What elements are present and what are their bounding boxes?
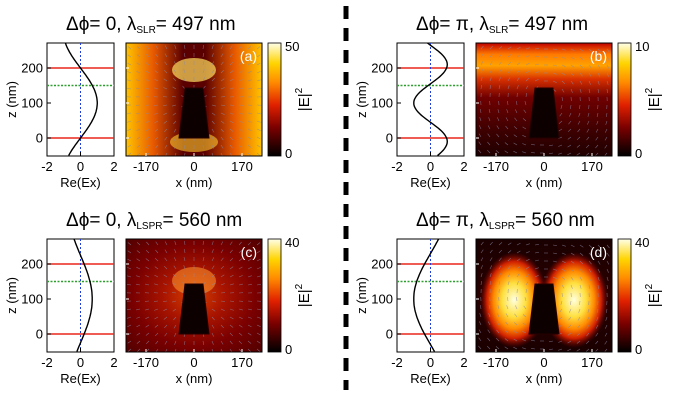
profile-curve [73, 239, 93, 352]
nanoparticle [178, 87, 210, 139]
z-tick-label: 0 [36, 131, 43, 146]
map-tick-label: 170 [581, 159, 603, 174]
map-tick-label: -170 [133, 355, 159, 370]
z-axis-label: z (nm) [4, 277, 19, 314]
z-tick-label: 200 [21, 61, 43, 76]
profile-tick-label: 0 [427, 355, 434, 370]
map-x-label: x (nm) [176, 175, 213, 190]
map-tick-label: 170 [231, 159, 253, 174]
z-tick-label: 200 [371, 61, 393, 76]
map-tick-label: 0 [190, 355, 197, 370]
profile-x-label: Re(Ex) [60, 371, 100, 386]
profile-curve [413, 239, 440, 352]
z-tick-label: 200 [21, 257, 43, 272]
profile-tick-label: -2 [391, 355, 403, 370]
panel-d: Δϕ= π, λLSPR= 560 nm 200 100 0 z (nm) -2 0 2 Re(… [354, 210, 663, 386]
z-axis-label: z (nm) [354, 81, 369, 118]
profile-tick-label: 2 [110, 355, 117, 370]
profile-x-label: Re(Ex) [410, 371, 450, 386]
z-axis-label: z (nm) [4, 81, 19, 118]
panel-letter: (c) [241, 244, 257, 260]
profile-tick-label: -2 [41, 159, 53, 174]
profile-x-label: Re(Ex) [60, 175, 100, 190]
profile-tick-label: 2 [460, 159, 467, 174]
panel-title: Δϕ= 0, λSLR= 497 nm [66, 14, 236, 36]
nanoparticle [528, 87, 560, 139]
field-map [126, 43, 262, 156]
z-tick-label: 200 [371, 257, 393, 272]
profile-tick-label: -2 [391, 159, 403, 174]
panel-letter: (a) [240, 48, 257, 64]
colorbar-max: 40 [285, 235, 299, 250]
map-tick-label: -170 [483, 355, 509, 370]
z-tick-label: 0 [386, 327, 393, 342]
colorbar [617, 42, 632, 157]
colorbar [267, 42, 282, 157]
colorbar [617, 238, 632, 353]
profile-x-label: Re(Ex) [410, 175, 450, 190]
z-tick-label: 0 [386, 131, 393, 146]
colorbar-min: 0 [285, 342, 292, 357]
colorbar-max: 10 [635, 39, 649, 54]
panel-a: Δϕ= 0, λSLR= 497 nm 200 100 0 z (nm) -2 0 2 Re(E… [4, 14, 313, 190]
map-tick-label: -170 [133, 159, 159, 174]
map-tick-label: 0 [540, 355, 547, 370]
profile-tick-label: 0 [427, 159, 434, 174]
field-map [476, 239, 612, 352]
panel-title: Δϕ= π, λSLR= 497 nm [416, 14, 588, 36]
colorbar-max: 50 [285, 39, 299, 54]
colorbar-min: 0 [635, 342, 642, 357]
panel-c: Δϕ= 0, λLSPR= 560 nm 200 100 0 z (nm) -2 0 2 Re(… [4, 210, 313, 386]
profile-tick-label: 2 [110, 159, 117, 174]
profile-tick-label: 2 [460, 355, 467, 370]
panel-title: Δϕ= 0, λLSPR= 560 nm [66, 210, 242, 232]
colorbar-label: |E|2 [294, 87, 313, 111]
z-axis-label: z (nm) [354, 277, 369, 314]
map-x-label: x (nm) [526, 175, 563, 190]
colorbar [267, 238, 282, 353]
field-map [476, 43, 612, 156]
map-tick-label: -170 [483, 159, 509, 174]
colorbar-label: |E|2 [644, 87, 663, 111]
z-tick-label: 100 [371, 292, 393, 307]
profile-tick-label: -2 [41, 355, 53, 370]
z-tick-label: 100 [371, 96, 393, 111]
profile-tick-label: 0 [77, 355, 84, 370]
z-tick-label: 100 [21, 292, 43, 307]
colorbar-max: 40 [635, 235, 649, 250]
map-x-label: x (nm) [176, 371, 213, 386]
nanoparticle [528, 283, 560, 335]
map-tick-label: 0 [190, 159, 197, 174]
panel-letter: (b) [590, 48, 607, 64]
map-tick-label: 170 [231, 355, 253, 370]
colorbar-label: |E|2 [644, 283, 663, 307]
panel-letter: (d) [590, 244, 607, 260]
panel-title: Δϕ= π, λLSPR= 560 nm [416, 210, 595, 232]
colorbar-min: 0 [635, 146, 642, 161]
z-tick-label: 0 [36, 327, 43, 342]
map-tick-label: 0 [540, 159, 547, 174]
profile-curve [413, 43, 449, 156]
nanoparticle [178, 283, 210, 335]
colorbar-label: |E|2 [294, 283, 313, 307]
profile-tick-label: 0 [77, 159, 84, 174]
map-tick-label: 170 [581, 355, 603, 370]
field-map [126, 239, 262, 352]
map-x-label: x (nm) [526, 371, 563, 386]
profile-curve [64, 43, 99, 156]
z-tick-label: 100 [21, 96, 43, 111]
colorbar-min: 0 [285, 146, 292, 161]
